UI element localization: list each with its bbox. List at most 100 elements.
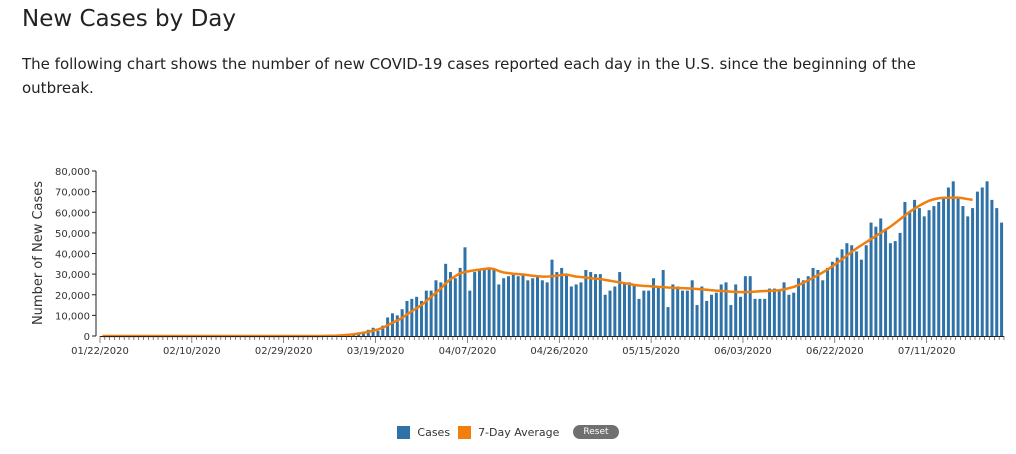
cases-bar[interactable] (946, 187, 950, 337)
cases-bar[interactable] (676, 286, 680, 337)
cases-bar[interactable] (492, 270, 496, 336)
cases-bar[interactable] (714, 292, 718, 336)
cases-bar[interactable] (874, 226, 878, 336)
cases-bar[interactable] (980, 187, 984, 337)
cases-bar[interactable] (473, 272, 477, 336)
cases-bar[interactable] (990, 199, 994, 336)
cases-bar[interactable] (792, 292, 796, 336)
cases-bar[interactable] (545, 282, 549, 336)
cases-bar[interactable] (797, 278, 801, 336)
cases-bar[interactable] (652, 278, 656, 336)
cases-bar[interactable] (787, 294, 791, 336)
cases-bar[interactable] (1000, 222, 1004, 336)
cases-bar[interactable] (951, 181, 955, 336)
cases-bar[interactable] (642, 290, 646, 336)
cases-bar[interactable] (710, 294, 714, 336)
cases-bar[interactable] (826, 267, 830, 336)
cases-bar[interactable] (859, 259, 863, 336)
cases-bar[interactable] (584, 270, 588, 336)
cases-bar[interactable] (439, 282, 443, 336)
cases-bar[interactable] (598, 274, 602, 336)
cases-bar[interactable] (511, 274, 515, 336)
cases-bar[interactable] (864, 245, 868, 336)
cases-bar[interactable] (830, 261, 834, 336)
cases-bar[interactable] (656, 286, 660, 337)
cases-bar[interactable] (386, 317, 390, 336)
cases-bar[interactable] (395, 315, 399, 336)
cases-bar[interactable] (975, 191, 979, 336)
cases-bar[interactable] (376, 330, 380, 336)
cases-bar[interactable] (434, 280, 438, 336)
cases-bar[interactable] (506, 276, 510, 336)
cases-bar[interactable] (806, 276, 810, 336)
cases-bar[interactable] (429, 290, 433, 336)
cases-bar[interactable] (555, 272, 559, 336)
cases-bar[interactable] (855, 251, 859, 336)
cases-bar[interactable] (618, 272, 622, 336)
cases-bar[interactable] (424, 290, 428, 336)
cases-bar[interactable] (816, 270, 820, 336)
cases-bar[interactable] (700, 286, 704, 337)
cases-bar[interactable] (835, 257, 839, 336)
cases-bar[interactable] (560, 267, 564, 336)
cases-bar[interactable] (840, 249, 844, 336)
cases-bar[interactable] (743, 276, 747, 336)
cases-bar[interactable] (632, 284, 636, 336)
cases-bar[interactable] (453, 278, 457, 336)
cases-bar[interactable] (579, 282, 583, 336)
cases-bar[interactable] (458, 267, 462, 336)
cases-bar[interactable] (917, 208, 921, 336)
cases-bar[interactable] (913, 199, 917, 336)
legend-item-average[interactable]: 7-Day Average (458, 425, 559, 439)
cases-bar[interactable] (497, 284, 501, 336)
cases-bar[interactable] (898, 232, 902, 336)
cases-bar[interactable] (772, 288, 776, 336)
cases-bar[interactable] (985, 181, 989, 336)
cases-bar[interactable] (942, 197, 946, 336)
cases-bars[interactable] (318, 181, 1004, 337)
cases-bar[interactable] (995, 208, 999, 336)
cases-bar[interactable] (502, 278, 506, 336)
cases-bar[interactable] (971, 208, 975, 336)
cases-bar[interactable] (695, 305, 699, 336)
cases-bar[interactable] (671, 284, 675, 336)
cases-bar[interactable] (589, 272, 593, 336)
cases-bar[interactable] (690, 280, 694, 336)
cases-bar[interactable] (763, 298, 767, 336)
cases-bar[interactable] (937, 201, 941, 336)
cases-bar[interactable] (661, 270, 665, 336)
cases-bar[interactable] (647, 290, 651, 336)
cases-bar[interactable] (531, 278, 535, 336)
cases-bar[interactable] (908, 212, 912, 336)
cases-bar[interactable] (724, 282, 728, 336)
cases-bar[interactable] (739, 296, 743, 336)
cases-bar[interactable] (603, 294, 607, 336)
cases-bar[interactable] (821, 280, 825, 336)
cases-bar[interactable] (884, 228, 888, 336)
cases-bar[interactable] (681, 290, 685, 336)
cases-chart[interactable]: 0 10,000 20,000 30,000 40,000 50,000 60,000 70,… (0, 0, 1016, 420)
cases-bar[interactable] (705, 300, 709, 336)
cases-bar[interactable] (482, 267, 486, 336)
cases-bar[interactable] (463, 247, 467, 336)
cases-bar[interactable] (845, 243, 849, 336)
cases-bar[interactable] (477, 270, 481, 336)
cases-bar[interactable] (734, 284, 738, 336)
cases-bar[interactable] (768, 288, 772, 336)
cases-bar[interactable] (381, 325, 385, 336)
cases-bar[interactable] (719, 284, 723, 336)
cases-bar[interactable] (956, 197, 960, 336)
cases-bar[interactable] (623, 282, 627, 336)
cases-bar[interactable] (811, 267, 815, 336)
cases-bar[interactable] (903, 201, 907, 336)
cases-bar[interactable] (613, 286, 617, 337)
cases-bar[interactable] (666, 307, 670, 336)
cases-bar[interactable] (535, 276, 539, 336)
cases-bar[interactable] (782, 282, 786, 336)
cases-bar[interactable] (627, 282, 631, 336)
cases-bar[interactable] (753, 298, 757, 336)
cases-bar[interactable] (574, 284, 578, 336)
cases-bar[interactable] (468, 290, 472, 336)
cases-bar[interactable] (932, 206, 936, 336)
cases-bar[interactable] (565, 274, 569, 336)
